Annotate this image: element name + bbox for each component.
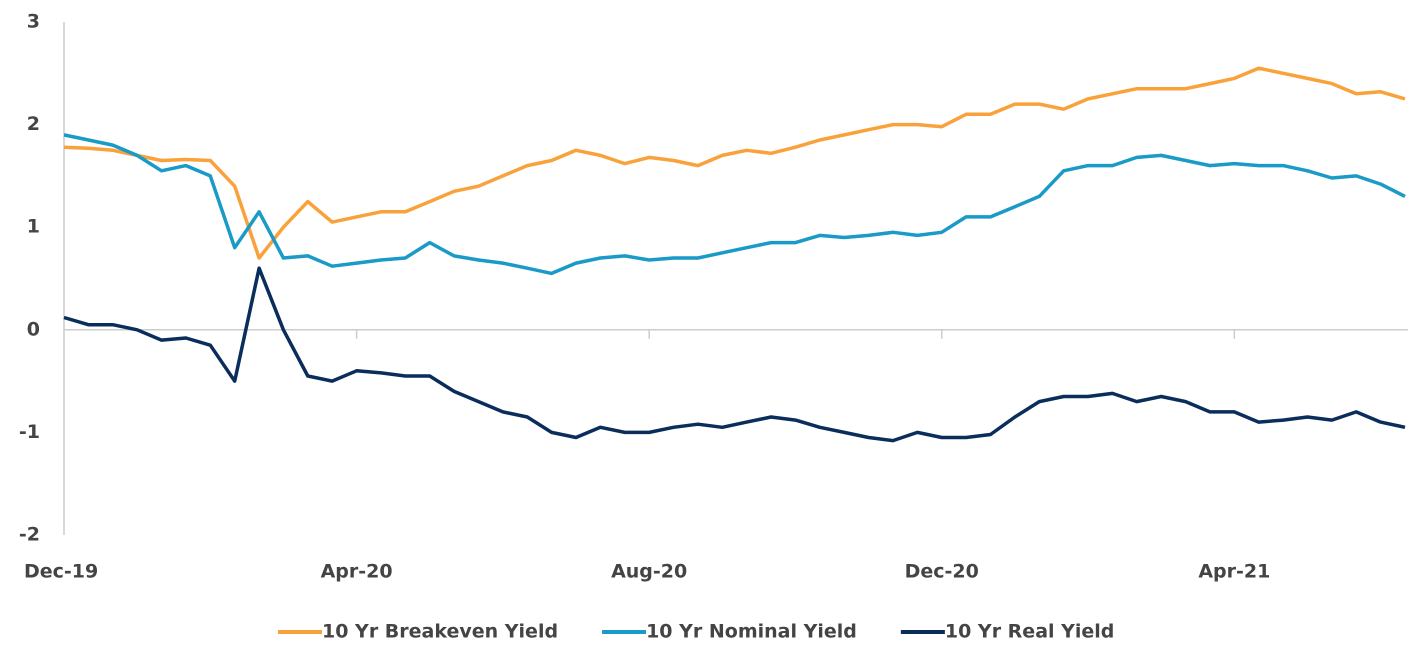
y-tick-label: 1 <box>27 216 40 238</box>
legend-label: 10 Yr Breakeven Yield <box>322 621 558 643</box>
x-tick-label: Apr-21 <box>1198 561 1270 583</box>
x-tick-label: Apr-20 <box>321 561 393 583</box>
legend-label: 10 Yr Nominal Yield <box>646 621 857 643</box>
series-line <box>63 266 1406 443</box>
x-tick-label: Aug-20 <box>611 561 687 583</box>
y-tick-label: -2 <box>19 524 40 546</box>
y-tick-label: -1 <box>19 421 40 443</box>
y-tick-label: 0 <box>27 318 40 340</box>
legend: 10 Yr Breakeven Yield 10 Yr Nominal Yield… <box>278 621 1114 643</box>
y-tick-label: 3 <box>27 11 40 33</box>
legend-label: 10 Yr Real Yield <box>945 621 1115 643</box>
series-line <box>63 66 1406 260</box>
series-line <box>63 133 1406 276</box>
x-tick-label: Dec-19 <box>24 561 98 583</box>
x-tick-label: Dec-20 <box>905 561 979 583</box>
y-tick-label: 2 <box>27 113 40 135</box>
